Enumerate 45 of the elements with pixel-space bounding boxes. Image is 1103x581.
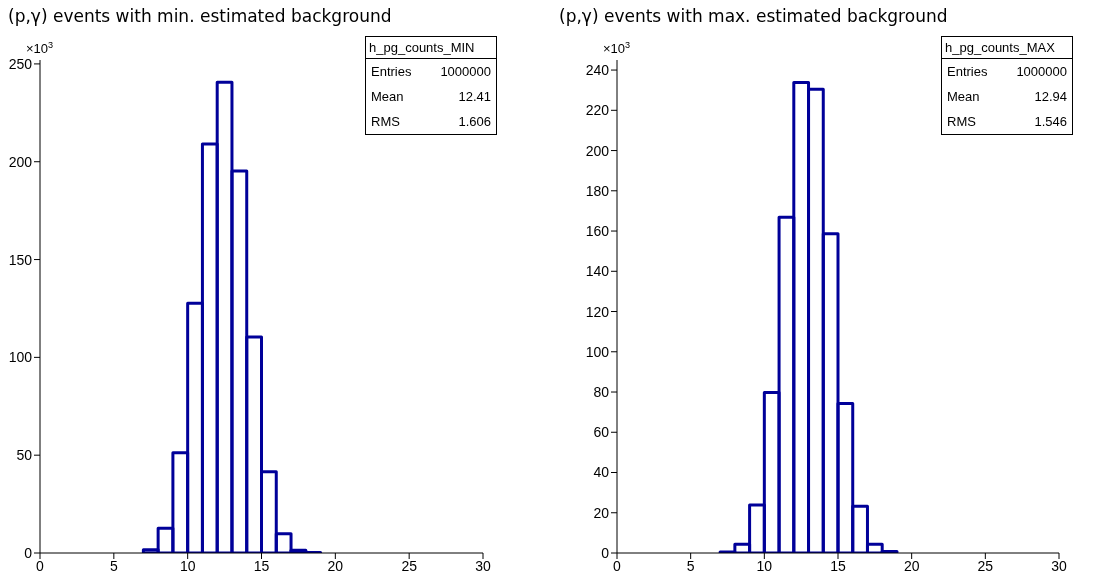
x-tick-label: 0 — [36, 557, 45, 574]
y-tick-label: 160 — [585, 223, 610, 240]
y-axis-title: ×10$^{3}$ — [26, 40, 54, 57]
y-tick-label: 0 — [24, 544, 33, 561]
x-tick-label: 10 — [179, 557, 196, 574]
text: h_pg_counts_MAX — [942, 37, 1072, 59]
y-tick-label: 150 — [8, 251, 33, 268]
y-tick-label: 100 — [8, 349, 33, 366]
x-tick-label: 20 — [903, 557, 920, 574]
y-tick-label: 240 — [585, 62, 610, 79]
y-tick-label: 250 — [8, 55, 33, 72]
chart-title: (p,γ) events with min. estimated background — [8, 6, 392, 26]
y-tick-label: 200 — [8, 153, 33, 170]
x-tick-label: 25 — [977, 557, 994, 574]
y-tick-label: 140 — [585, 263, 610, 280]
text: Entries 1000000 — [371, 64, 491, 79]
y-tick-label: 60 — [593, 424, 610, 441]
y-tick-label: 20 — [593, 504, 610, 521]
x-tick-label: 30 — [475, 557, 491, 574]
y-tick-label: 120 — [585, 303, 610, 320]
y-tick-label: 40 — [593, 464, 610, 481]
y-tick-label: 220 — [585, 102, 610, 119]
y-tick-label: 100 — [585, 343, 610, 360]
x-tick-label: 25 — [401, 557, 418, 574]
text: Entries 1000000 — [947, 64, 1067, 79]
y-tick-label: 0 — [601, 544, 610, 561]
x-tick-label: 15 — [830, 557, 846, 574]
x-tick-label: 30 — [1051, 557, 1067, 574]
x-tick-label: 0 — [613, 557, 622, 574]
text: RMS 1.546 — [947, 114, 1067, 129]
y-tick-label: 50 — [16, 447, 33, 464]
y-axis-title: ×10$^{3}$ — [603, 40, 631, 57]
y-tick-label: 180 — [585, 182, 610, 199]
y-tick-label: 200 — [585, 142, 610, 159]
text: Mean 12.94 — [947, 89, 1067, 104]
text: h_pg_counts_MIN — [366, 37, 496, 59]
x-tick-label: 5 — [686, 557, 695, 574]
y-tick-label: 80 — [593, 383, 610, 400]
x-tick-label: 5 — [109, 557, 118, 574]
x-tick-label: 20 — [327, 557, 344, 574]
chart-title: (p,γ) events with max. estimated background — [559, 6, 948, 26]
x-tick-label: 10 — [756, 557, 773, 574]
text: Mean 12.41 — [371, 89, 491, 104]
x-tick-label: 15 — [253, 557, 270, 574]
text: RMS 1.606 — [371, 114, 491, 129]
